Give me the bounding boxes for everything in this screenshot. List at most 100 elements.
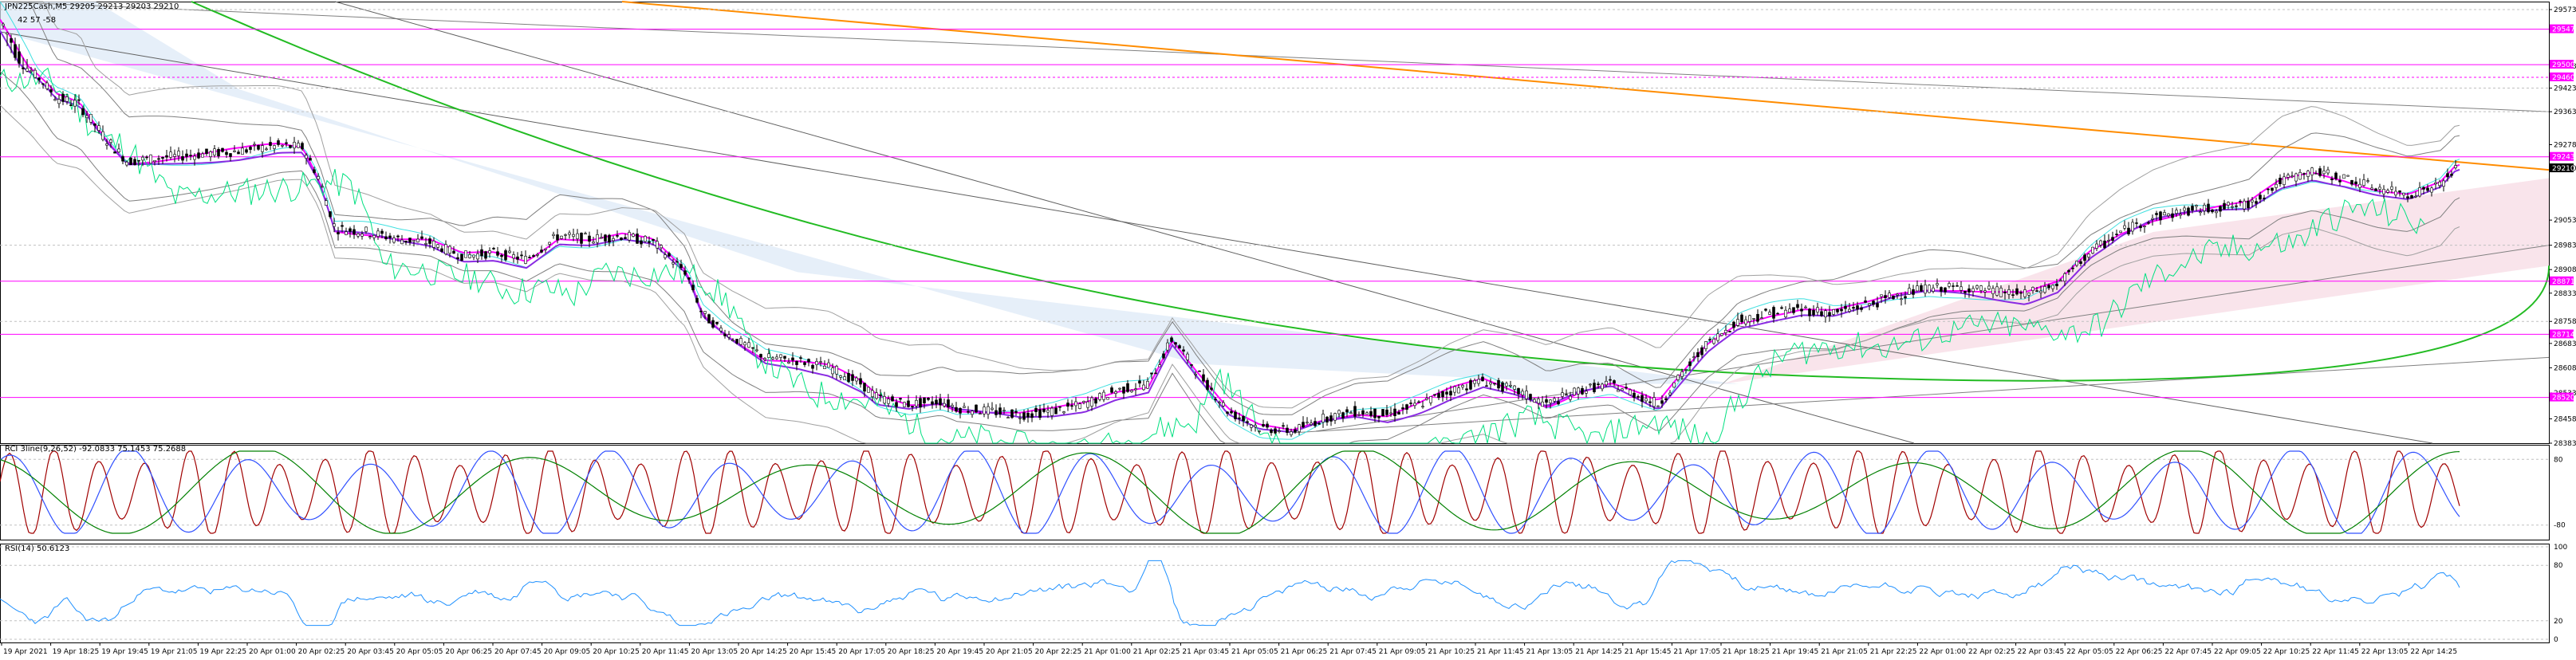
candle-body[interactable] xyxy=(1369,411,1373,416)
candle-body[interactable] xyxy=(356,233,360,237)
candle-body[interactable] xyxy=(2167,213,2170,216)
candle-body[interactable] xyxy=(1114,391,1117,394)
candle-body[interactable] xyxy=(1182,349,1185,352)
candle-body[interactable] xyxy=(277,140,280,145)
candle-body[interactable] xyxy=(1856,305,1859,310)
candle-body[interactable] xyxy=(1485,385,1488,387)
candle-body[interactable] xyxy=(556,234,559,241)
candle-body[interactable] xyxy=(1752,318,1755,320)
candle-body[interactable] xyxy=(520,254,523,257)
candle-body[interactable] xyxy=(847,372,850,383)
candle-body[interactable] xyxy=(883,396,886,404)
candle-body[interactable] xyxy=(1744,319,1747,324)
candle-body[interactable] xyxy=(875,392,878,399)
candle-body[interactable] xyxy=(49,89,53,92)
candle-body[interactable] xyxy=(823,365,826,369)
candle-body[interactable] xyxy=(1760,317,1763,319)
candle-body[interactable] xyxy=(735,339,739,344)
candle-body[interactable] xyxy=(632,234,635,237)
candles-group[interactable] xyxy=(2,22,2457,438)
candle-body[interactable] xyxy=(1593,383,1596,392)
candle-body[interactable] xyxy=(93,123,97,126)
candle-body[interactable] xyxy=(592,242,595,244)
candle-body[interactable] xyxy=(975,404,978,413)
candle-body[interactable] xyxy=(1321,414,1325,422)
candle-body[interactable] xyxy=(967,411,970,413)
candle-body[interactable] xyxy=(636,234,639,244)
candle-body[interactable] xyxy=(121,156,124,162)
candle-body[interactable] xyxy=(1242,415,1245,422)
candle-body[interactable] xyxy=(2087,253,2090,257)
candle-body[interactable] xyxy=(1932,287,1935,292)
candle-body[interactable] xyxy=(1796,304,1799,308)
candle-body[interactable] xyxy=(687,277,691,280)
candle-body[interactable] xyxy=(2354,181,2357,185)
candle-body[interactable] xyxy=(1936,283,1939,285)
candle-body[interactable] xyxy=(281,144,284,147)
candle-body[interactable] xyxy=(1840,308,1843,312)
candle-body[interactable] xyxy=(10,37,13,43)
candle-body[interactable] xyxy=(2302,173,2306,175)
candle-body[interactable] xyxy=(827,362,830,368)
candle-body[interactable] xyxy=(1517,387,1520,395)
candle-body[interactable] xyxy=(2334,172,2338,179)
candle-body[interactable] xyxy=(1832,309,1835,315)
candle-body[interactable] xyxy=(1381,409,1385,417)
candle-body[interactable] xyxy=(1509,384,1512,387)
candle-body[interactable] xyxy=(2446,173,2449,178)
candle-body[interactable] xyxy=(2426,187,2429,191)
candle-body[interactable] xyxy=(189,155,192,156)
candle-body[interactable] xyxy=(588,235,591,242)
candle-body[interactable] xyxy=(871,390,874,397)
candle-body[interactable] xyxy=(1162,353,1165,359)
candle-body[interactable] xyxy=(703,311,707,314)
candle-body[interactable] xyxy=(1457,387,1460,394)
candle-body[interactable] xyxy=(1174,342,1177,345)
candle-body[interactable] xyxy=(2422,187,2425,190)
candle-body[interactable] xyxy=(951,405,954,407)
candle-body[interactable] xyxy=(2231,206,2234,208)
candle-body[interactable] xyxy=(1373,408,1377,418)
candle-body[interactable] xyxy=(1429,396,1432,403)
candle-body[interactable] xyxy=(1788,308,1791,313)
candle-body[interactable] xyxy=(1230,411,1233,414)
candle-body[interactable] xyxy=(983,407,986,414)
candle-body[interactable] xyxy=(1325,416,1329,422)
candle-body[interactable] xyxy=(664,254,667,258)
candle-body[interactable] xyxy=(2398,190,2401,193)
candle-body[interactable] xyxy=(1975,285,1979,289)
candle-body[interactable] xyxy=(2438,181,2441,187)
candle-body[interactable] xyxy=(660,245,663,249)
candle-body[interactable] xyxy=(1557,401,1560,405)
candle-body[interactable] xyxy=(1971,288,1975,292)
candle-body[interactable] xyxy=(1270,429,1273,434)
candle-body[interactable] xyxy=(496,251,499,256)
candle-body[interactable] xyxy=(1521,391,1524,395)
candle-body[interactable] xyxy=(2055,283,2058,287)
candle-body[interactable] xyxy=(1804,306,1807,308)
candle-body[interactable] xyxy=(620,238,623,240)
candle-body[interactable] xyxy=(2051,285,2054,289)
candle-body[interactable] xyxy=(863,383,866,392)
candle-body[interactable] xyxy=(1589,383,1592,386)
candle-body[interactable] xyxy=(245,149,248,153)
candle-body[interactable] xyxy=(1469,379,1472,390)
candle-body[interactable] xyxy=(293,142,296,149)
candle-body[interactable] xyxy=(416,238,419,242)
candle-body[interactable] xyxy=(153,159,156,163)
candle-body[interactable] xyxy=(1601,383,1604,390)
candle-body[interactable] xyxy=(1920,285,1923,292)
candle-body[interactable] xyxy=(1740,314,1743,323)
candle-body[interactable] xyxy=(1038,409,1042,418)
candle-body[interactable] xyxy=(161,157,164,159)
candle-body[interactable] xyxy=(2259,194,2262,200)
candle-body[interactable] xyxy=(1979,285,1983,291)
candle-body[interactable] xyxy=(1896,293,1899,296)
candle-body[interactable] xyxy=(2294,173,2298,182)
candle-body[interactable] xyxy=(408,238,412,243)
candle-body[interactable] xyxy=(2191,206,2194,211)
candle-body[interactable] xyxy=(125,161,128,166)
candle-body[interactable] xyxy=(229,153,232,157)
candle-body[interactable] xyxy=(2267,188,2270,191)
candle-body[interactable] xyxy=(1716,333,1719,341)
